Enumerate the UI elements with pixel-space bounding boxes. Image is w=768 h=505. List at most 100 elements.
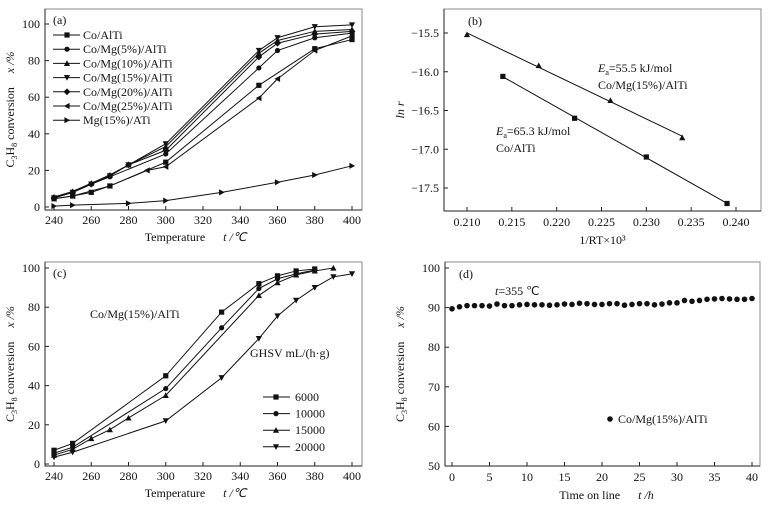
- y-tick-label: 40: [28, 379, 40, 393]
- data-point: [726, 296, 733, 302]
- data-point: [163, 159, 169, 165]
- data-point: [554, 302, 560, 308]
- data-point: [219, 309, 225, 315]
- data-point: [621, 302, 628, 309]
- legend-label: Co/Mg(20%)/AlTi: [83, 85, 173, 99]
- x-tick-label: 340: [231, 213, 249, 227]
- data-point: [255, 95, 262, 102]
- y-tick-label: 80: [28, 54, 40, 68]
- y-tick-label: 0: [34, 457, 40, 471]
- series-line: [53, 30, 353, 199]
- fit-line: [502, 76, 728, 204]
- panel-label: (a): [53, 13, 66, 27]
- data-point: [643, 154, 649, 160]
- data-point: [689, 298, 695, 305]
- legend-item: Co/Mg(10%)/AlTi: [53, 56, 173, 70]
- y-axis-symbol: x /%: [3, 306, 17, 329]
- data-point: [70, 440, 76, 447]
- x-tick-label: 380: [306, 213, 324, 227]
- legend-item: 6000: [263, 390, 319, 404]
- data-point: [464, 302, 470, 309]
- data-point: [106, 426, 113, 433]
- x-tick-label: 0.235: [678, 215, 705, 229]
- y-axis-label: C3H8 conversion x /%: [3, 51, 19, 167]
- data-point: [614, 300, 620, 307]
- legend-marker: [63, 102, 70, 110]
- data-point: [539, 302, 545, 308]
- data-point: [651, 302, 658, 308]
- legend-marker: [63, 75, 71, 81]
- legend-title: GHSV mL/(h·g): [250, 346, 329, 360]
- y-axis-label: C3H8 conversion x /%: [393, 306, 409, 422]
- legend-label: 6000: [295, 390, 319, 404]
- x-tick-label: 400: [343, 469, 361, 483]
- data-point: [674, 300, 680, 306]
- legend-item: Co/Mg(15%)/AlTi: [53, 71, 173, 85]
- x-tick-label: 0.230: [633, 215, 660, 229]
- data-point: [486, 303, 493, 309]
- catalyst-label: Co/Mg(15%)/AlTi: [598, 78, 688, 92]
- y-tick-label: 80: [428, 340, 440, 354]
- data-point: [572, 115, 578, 121]
- data-point: [219, 189, 225, 196]
- x-tick-label: 300: [157, 469, 175, 483]
- y-tick-label: 90: [428, 301, 440, 315]
- data-point: [274, 179, 281, 186]
- x-tick-label: 240: [45, 213, 63, 227]
- data-point: [311, 24, 318, 30]
- data-point: [576, 300, 583, 307]
- y-axis-label-part: conversion: [3, 87, 17, 143]
- data-point: [255, 53, 263, 61]
- data-point: [51, 202, 58, 210]
- data-point: [561, 301, 568, 307]
- data-point: [218, 375, 225, 381]
- data-point: [255, 292, 262, 299]
- data-point: [162, 418, 169, 424]
- data-point: [274, 39, 281, 47]
- data-point: [348, 32, 355, 39]
- y-axis-label-part: 8: [400, 397, 409, 401]
- y-axis-label-part: 3: [10, 155, 19, 159]
- data-point: [70, 202, 76, 209]
- y-tick-label: −15.5: [411, 26, 439, 40]
- x-axis-label: Temperature t /℃: [145, 230, 248, 244]
- x-axis-label: 1/RT×10³: [579, 233, 626, 247]
- data-point: [666, 300, 673, 306]
- data-point: [348, 27, 356, 35]
- data-point: [162, 141, 169, 147]
- y-tick-label: −17.0: [411, 142, 439, 156]
- y-tick-label: 20: [28, 418, 40, 432]
- legend: Co/AlTiCo/Mg(5%)/AlTiCo/Mg(10%)/AlTiCo/M…: [53, 28, 173, 127]
- x-tick-label: 15: [559, 470, 571, 484]
- data-point: [644, 300, 650, 307]
- y-axis-symbol: x /%: [3, 51, 17, 74]
- legend-marker: [63, 60, 71, 66]
- legend-marker: [273, 411, 279, 417]
- data-point: [274, 35, 281, 41]
- data-point: [599, 301, 605, 308]
- legend-item: Co/Mg(5%)/AlTi: [53, 42, 167, 56]
- data-point: [256, 281, 262, 287]
- data-point: [449, 305, 455, 312]
- ea-value: =65.3 kJ/mol: [507, 124, 571, 138]
- y-axis-label-part: C: [3, 159, 17, 167]
- data-point: [494, 301, 500, 307]
- panel-label: (d): [459, 267, 473, 281]
- data-point: [546, 302, 553, 309]
- data-point: [50, 195, 57, 202]
- y-tick-label: 40: [28, 127, 40, 141]
- data-point: [348, 22, 356, 29]
- series-co-mg-15-alti: [449, 295, 755, 312]
- x-tick-label: 0.225: [588, 215, 615, 229]
- x-tick-label: 240: [45, 469, 63, 483]
- data-point: [516, 302, 523, 308]
- legend-label: 10000: [295, 407, 325, 421]
- y-axis-label-part: 3: [10, 410, 19, 414]
- data-point: [749, 295, 755, 302]
- data-point: [311, 285, 318, 291]
- catalyst-label: Co/AlTi: [496, 141, 536, 155]
- panel-b-arrhenius-plot: 0.210 0.215 0.220 0.225 0.230 0.235 0.240 −15.5…: [393, 8, 762, 247]
- data-point: [219, 325, 225, 331]
- x-tick-label: 280: [120, 213, 138, 227]
- x-tick-label: 0.240: [723, 215, 750, 229]
